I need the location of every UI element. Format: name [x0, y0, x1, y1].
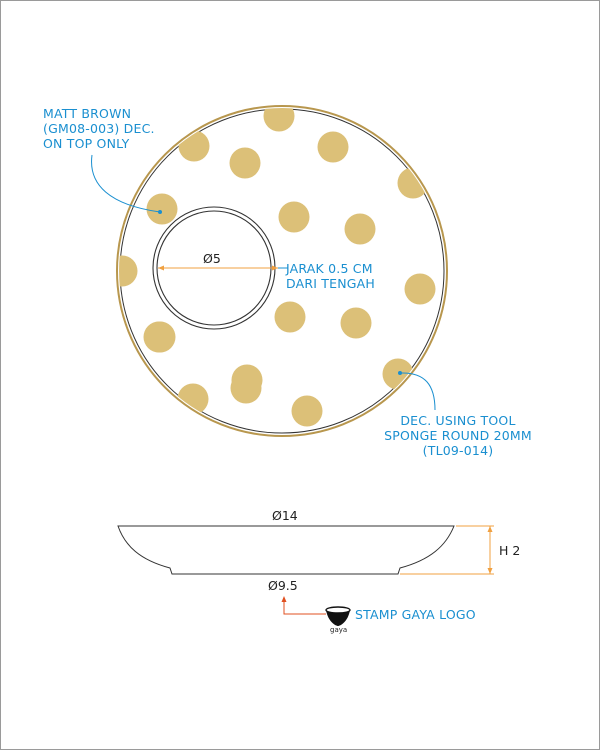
- tool-leader-dot: [398, 371, 402, 375]
- tool-line-3: (TL09-014): [422, 443, 494, 458]
- decoration-dot: [119, 255, 138, 287]
- tool-leader: [399, 372, 436, 411]
- decoration-dot: [274, 301, 306, 333]
- height-label: H 2: [499, 543, 521, 558]
- inner-diameter-arrow-left: [158, 265, 164, 271]
- decoration-dot: [404, 273, 436, 305]
- decoration-callout: MATT BROWN (GM08-003) DEC. ON TOP ONLY: [43, 106, 155, 151]
- decoration-dot: [278, 201, 310, 233]
- decoration-dot: [144, 321, 176, 353]
- base-diameter-label: Ø9.5: [268, 578, 298, 593]
- decoration-leader-dot: [158, 210, 162, 214]
- decoration-dot: [146, 193, 178, 225]
- tool-line-1: DEC. USING TOOL: [400, 413, 516, 428]
- offset-note: JARAK 0.5 CM DARI TENGAH: [286, 261, 375, 291]
- tool-callout: DEC. USING TOOL SPONGE ROUND 20MM (TL09-…: [382, 413, 534, 458]
- stamp-leader-arrow: [281, 596, 287, 602]
- tool-line-2: SPONGE ROUND 20MM: [384, 428, 532, 443]
- top-diameter-label: Ø14: [272, 508, 298, 523]
- height-arrow-top: [487, 526, 493, 532]
- offset-note-line-2: DARI TENGAH: [286, 276, 376, 291]
- gaya-logo: [325, 606, 351, 626]
- decoration-line-3: ON TOP ONLY: [43, 136, 130, 151]
- plate-outer-rim: [116, 105, 448, 437]
- inner-diameter-label: Ø5: [203, 251, 221, 266]
- inner-diameter-arrow-right: [272, 265, 278, 271]
- decoration-line-1: MATT BROWN: [43, 106, 132, 121]
- decoration-dot: [229, 147, 261, 179]
- decoration-dot: [340, 307, 372, 339]
- decoration-leader: [91, 154, 161, 213]
- decoration-dot: [178, 130, 210, 162]
- stamp-label: STAMP GAYA LOGO: [355, 607, 476, 622]
- plate-profile: [117, 525, 455, 575]
- offset-note-line-1: JARAK 0.5 CM: [286, 261, 373, 276]
- stamp-leader: [283, 598, 326, 615]
- decoration-dot: [291, 395, 323, 427]
- decoration-line-2: (GM08-003) DEC.: [43, 121, 155, 136]
- decoration-dot: [230, 372, 262, 404]
- decoration-dots: [119, 108, 436, 427]
- gaya-logo-text: gaya: [330, 626, 348, 634]
- decoration-dot: [317, 131, 349, 163]
- decoration-dot: [344, 213, 376, 245]
- height-arrow-bottom: [487, 568, 493, 574]
